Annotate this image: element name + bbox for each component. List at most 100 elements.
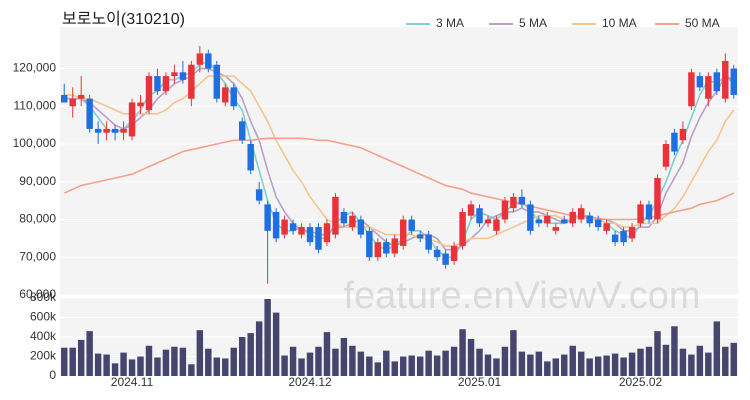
candle-body — [94, 128, 102, 133]
candle-body — [340, 211, 348, 224]
volume-bar — [705, 352, 712, 376]
candle-body — [696, 76, 704, 88]
volume-bar — [696, 345, 704, 376]
candle-body — [645, 204, 653, 220]
ma-line — [64, 75, 735, 247]
volume-bar — [501, 346, 509, 376]
candle-body — [594, 219, 602, 228]
volume-bar — [205, 348, 212, 376]
volume-bar — [688, 354, 695, 376]
volume-bar — [637, 348, 644, 376]
volume-bar — [518, 351, 526, 376]
volume-bar — [213, 357, 221, 376]
volume-bar — [722, 346, 729, 376]
volume-bar — [332, 348, 339, 376]
volume-bar — [306, 352, 314, 376]
volume-bar — [137, 356, 144, 376]
volume-bar — [162, 349, 170, 376]
volume-bar — [594, 356, 602, 376]
candle-body — [493, 219, 500, 231]
candle-body — [603, 223, 610, 231]
volume-bar — [459, 329, 466, 376]
candle-body — [230, 87, 237, 107]
candle-body — [86, 98, 93, 129]
candle-body — [518, 196, 526, 205]
volume-bar — [400, 356, 407, 376]
candle-body — [705, 76, 712, 99]
volume-bar — [374, 362, 382, 376]
volume-bar — [611, 353, 619, 376]
candle-body — [416, 234, 424, 239]
volume-bar — [730, 342, 737, 376]
volume-bar — [408, 355, 415, 376]
volume-bar — [476, 348, 483, 376]
candle-body — [577, 208, 585, 220]
volume-bar — [188, 364, 195, 376]
volume-bar — [383, 350, 390, 376]
candle-body — [722, 60, 729, 99]
legend-label: 50 MA — [685, 16, 720, 30]
candle-body — [730, 68, 737, 95]
candle-body — [188, 64, 195, 99]
candle-body — [688, 72, 695, 107]
volume-bar — [94, 353, 102, 376]
volume-bar — [145, 345, 153, 376]
volume-bar — [128, 359, 136, 376]
volume-bar — [61, 347, 68, 376]
candle-body — [103, 128, 110, 133]
volume-bar — [222, 358, 229, 376]
y-tick-label: 600k — [30, 310, 57, 324]
volume-bar — [340, 337, 348, 376]
volume-bar — [527, 354, 534, 376]
watermark: feature.enViewV.com — [343, 275, 700, 317]
candle-body — [264, 204, 271, 231]
candle-body — [501, 200, 509, 220]
candle-body — [679, 128, 687, 141]
candle-body — [205, 53, 212, 69]
volume-bar — [552, 358, 560, 376]
y-tick-label: 100,000 — [13, 136, 57, 150]
volume-bar — [171, 346, 178, 376]
candle-body — [111, 128, 119, 133]
volume-bar — [179, 347, 187, 376]
volume-bar — [103, 354, 110, 376]
candle-body — [332, 196, 339, 235]
volume-bar — [679, 348, 687, 376]
volume-bar — [433, 355, 441, 376]
candle-body — [145, 76, 153, 111]
volume-bar — [493, 358, 500, 376]
candle-body — [179, 72, 187, 80]
volume-bar — [603, 355, 610, 376]
y-tick-label: 80,000 — [19, 212, 56, 226]
volume-bar — [272, 312, 280, 376]
candle-body — [171, 72, 178, 77]
candle-body — [357, 219, 365, 235]
volume-bar — [196, 330, 204, 376]
price-panel — [60, 27, 738, 295]
candle-body — [586, 215, 593, 224]
candle-body — [137, 102, 144, 107]
volume-bar — [264, 298, 271, 376]
candle-body — [561, 219, 568, 224]
volume-bar — [69, 347, 76, 376]
y-tick-label: 60,000 — [19, 287, 56, 301]
volume-bar — [111, 363, 119, 376]
candle-body — [425, 234, 432, 250]
volume-bar — [349, 345, 356, 376]
volume-bar — [391, 361, 398, 376]
candle-body — [391, 238, 398, 254]
candle-body — [374, 242, 382, 258]
x-tick-label: 2025.02 — [619, 375, 663, 389]
candle-body — [467, 204, 475, 216]
volume-bar — [289, 346, 297, 376]
candle-body — [289, 223, 297, 231]
candle-body — [459, 211, 466, 246]
volume-bar — [230, 347, 237, 376]
volume-bar — [298, 358, 305, 376]
candle-body — [408, 219, 415, 231]
legend-label: 10 MA — [602, 16, 637, 30]
candle-body — [255, 189, 263, 201]
volume-bar — [671, 326, 678, 376]
volume-bar — [450, 346, 458, 376]
y-tick-label: 90,000 — [19, 174, 56, 188]
